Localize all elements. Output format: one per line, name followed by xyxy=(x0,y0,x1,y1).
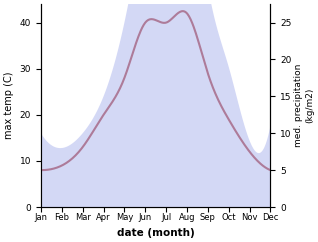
Y-axis label: max temp (C): max temp (C) xyxy=(4,72,14,139)
X-axis label: date (month): date (month) xyxy=(117,228,195,238)
Y-axis label: med. precipitation
(kg/m2): med. precipitation (kg/m2) xyxy=(294,64,314,147)
